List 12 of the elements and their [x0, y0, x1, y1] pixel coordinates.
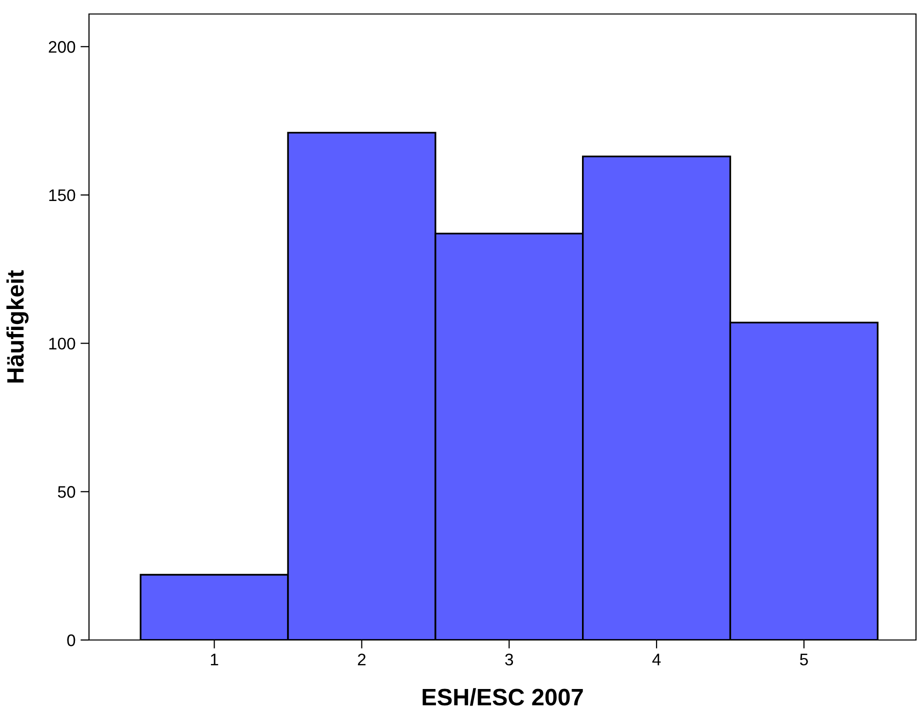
y-tick-label: 50: [58, 486, 76, 498]
x-tick-label: 3: [505, 654, 514, 666]
y-tick-label: 200: [48, 41, 76, 53]
y-axis-title: Häufigkeit: [6, 270, 29, 382]
y-tick-label: 150: [49, 189, 76, 202]
x-tick-label: 4: [652, 654, 661, 666]
x-tick-label: 1: [210, 654, 218, 666]
y-tick-label: 100: [49, 338, 76, 350]
x-tick-label: 5: [800, 654, 808, 666]
x-tick-label: 2: [358, 654, 366, 666]
x-axis-title: ESH/ESC 2007: [422, 688, 583, 706]
y-tick-label: 0: [67, 634, 76, 646]
